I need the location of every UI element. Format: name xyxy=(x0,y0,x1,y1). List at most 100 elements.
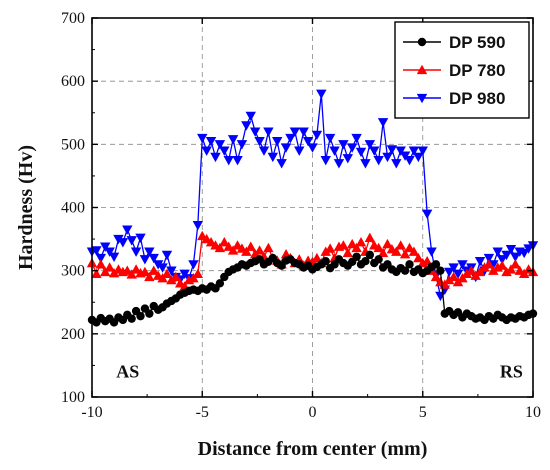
data-point xyxy=(320,155,331,166)
data-point xyxy=(311,252,323,263)
data-point xyxy=(364,232,376,242)
data-point xyxy=(501,266,512,277)
data-point xyxy=(324,133,336,144)
data-point xyxy=(170,271,181,282)
data-point xyxy=(377,118,389,128)
data-point xyxy=(377,247,389,258)
y-tick-label: 200 xyxy=(61,326,85,343)
data-point xyxy=(91,246,102,256)
data-point xyxy=(492,247,503,257)
data-point xyxy=(338,240,349,250)
data-point xyxy=(444,274,455,285)
legend: DP 590 DP 780 DP 980 xyxy=(394,21,530,119)
data-point xyxy=(444,267,455,278)
data-point xyxy=(241,246,252,256)
data-point xyxy=(448,271,459,282)
data-point xyxy=(95,253,107,264)
data-point xyxy=(258,146,270,156)
data-point xyxy=(139,255,151,265)
tick-labels: -10 -5 0 5 10 100 200 300 400 500 600 700 xyxy=(61,10,541,421)
data-point xyxy=(302,137,314,147)
data-point xyxy=(157,263,168,273)
data-point xyxy=(104,262,115,272)
data-point xyxy=(215,279,225,288)
data-point xyxy=(148,265,159,275)
data-point xyxy=(126,269,137,279)
data-point xyxy=(346,143,358,153)
data-point xyxy=(324,243,336,253)
data-point xyxy=(351,242,362,253)
data-point xyxy=(483,259,495,269)
y-tick-label: 400 xyxy=(61,200,85,217)
y-tick-label: 300 xyxy=(61,263,85,280)
data-point xyxy=(361,256,370,266)
data-point xyxy=(501,250,512,261)
data-point xyxy=(360,159,371,169)
data-point xyxy=(166,274,177,285)
data-point xyxy=(395,240,406,250)
data-point xyxy=(413,252,424,263)
annotation-rs: RS xyxy=(500,362,523,382)
data-point xyxy=(421,255,433,266)
data-point xyxy=(95,259,107,269)
data-point xyxy=(130,264,142,274)
x-tick-label: -5 xyxy=(196,404,209,421)
data-point xyxy=(227,135,239,145)
data-point xyxy=(214,140,226,150)
data-point xyxy=(280,143,292,153)
data-point xyxy=(505,245,517,255)
data-point xyxy=(426,247,437,257)
annotation-as: AS xyxy=(116,362,139,382)
data-point xyxy=(404,242,415,253)
data-point xyxy=(373,155,384,166)
data-point xyxy=(214,242,226,253)
data-point xyxy=(374,255,383,264)
data-point xyxy=(108,252,120,262)
data-point xyxy=(245,241,256,251)
x-tick-label: 5 xyxy=(419,404,427,421)
data-point xyxy=(338,140,349,150)
data-point xyxy=(139,266,151,277)
legend-marker xyxy=(416,93,428,104)
y-tick-label: 500 xyxy=(61,136,85,153)
data-point xyxy=(329,146,340,156)
data-point xyxy=(104,247,115,257)
data-point xyxy=(311,130,323,141)
data-point xyxy=(399,249,411,259)
data-point xyxy=(496,255,508,265)
data-point xyxy=(263,127,274,137)
data-point xyxy=(197,133,208,144)
data-point xyxy=(249,127,261,137)
series-dp-780 xyxy=(86,230,539,291)
data-point xyxy=(457,260,468,270)
data-point xyxy=(263,242,274,253)
data-point xyxy=(289,127,301,137)
data-point xyxy=(431,260,441,269)
data-point xyxy=(448,263,459,273)
data-point xyxy=(285,133,296,144)
series-dp-980 xyxy=(86,89,539,302)
data-point xyxy=(145,309,154,318)
data-point xyxy=(413,152,424,163)
data-point xyxy=(223,155,234,166)
legend-label: DP 780 xyxy=(449,61,505,80)
data-point xyxy=(192,268,204,278)
data-point xyxy=(333,159,345,169)
y-tick-label: 100 xyxy=(61,389,85,406)
data-point xyxy=(386,145,398,155)
data-point xyxy=(408,246,420,256)
data-point xyxy=(352,252,361,261)
data-point xyxy=(483,253,495,264)
x-tick-label: -10 xyxy=(81,404,102,421)
data-point xyxy=(505,264,517,274)
legend-item: DP 980 xyxy=(403,89,505,108)
legend-item: DP 780 xyxy=(403,61,505,80)
y-axis-title: Hardness (Hv) xyxy=(15,145,37,270)
data-point xyxy=(364,140,376,150)
x-tick-label: 0 xyxy=(309,404,317,421)
data-point xyxy=(382,238,393,249)
legend-label: DP 590 xyxy=(449,33,505,52)
legend-label: DP 980 xyxy=(449,89,505,108)
data-point xyxy=(466,265,477,275)
